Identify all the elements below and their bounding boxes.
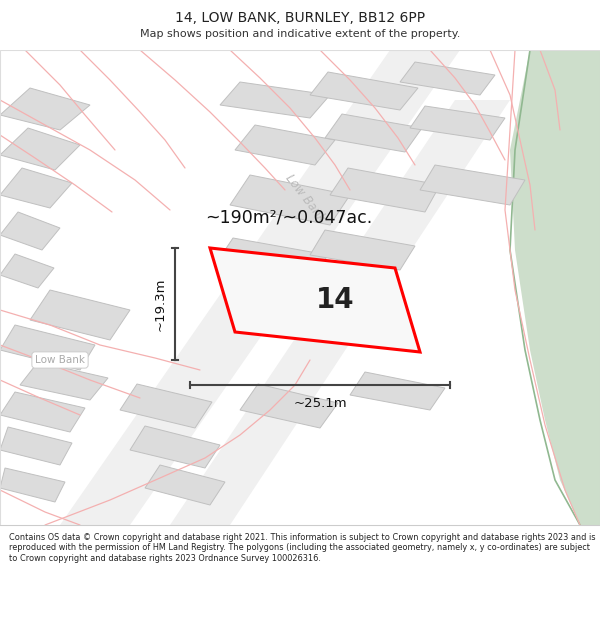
Polygon shape [230,175,350,225]
Polygon shape [130,426,220,468]
Polygon shape [310,72,418,110]
Polygon shape [60,50,460,525]
Polygon shape [0,212,60,250]
Polygon shape [330,168,440,212]
Polygon shape [0,88,90,130]
Text: 14: 14 [316,286,355,314]
Polygon shape [0,168,72,208]
Polygon shape [510,50,600,525]
Polygon shape [410,106,505,140]
Polygon shape [240,384,338,428]
Polygon shape [220,82,330,118]
Text: ~19.3m: ~19.3m [154,278,167,331]
Polygon shape [555,50,600,130]
Polygon shape [170,100,510,525]
Polygon shape [120,384,212,428]
Polygon shape [235,125,335,165]
Text: Map shows position and indicative extent of the property.: Map shows position and indicative extent… [140,29,460,39]
Text: Low Bank: Low Bank [283,172,328,224]
Text: Contains OS data © Crown copyright and database right 2021. This information is : Contains OS data © Crown copyright and d… [9,533,595,562]
Polygon shape [20,362,108,400]
Polygon shape [350,372,445,410]
Polygon shape [145,465,225,505]
Polygon shape [0,128,80,170]
Polygon shape [0,427,72,465]
Polygon shape [0,254,54,288]
Polygon shape [0,392,85,432]
Polygon shape [210,248,420,352]
Text: Low Bank: Low Bank [35,355,85,365]
Text: ~25.1m: ~25.1m [293,397,347,410]
Polygon shape [0,325,95,370]
Polygon shape [0,468,65,502]
Text: 14, LOW BANK, BURNLEY, BB12 6PP: 14, LOW BANK, BURNLEY, BB12 6PP [175,11,425,25]
Text: ~190m²/~0.047ac.: ~190m²/~0.047ac. [205,209,372,227]
Polygon shape [420,165,525,205]
Polygon shape [30,290,130,340]
Polygon shape [400,62,495,95]
Polygon shape [310,230,415,270]
Polygon shape [325,114,422,152]
Polygon shape [215,238,328,282]
